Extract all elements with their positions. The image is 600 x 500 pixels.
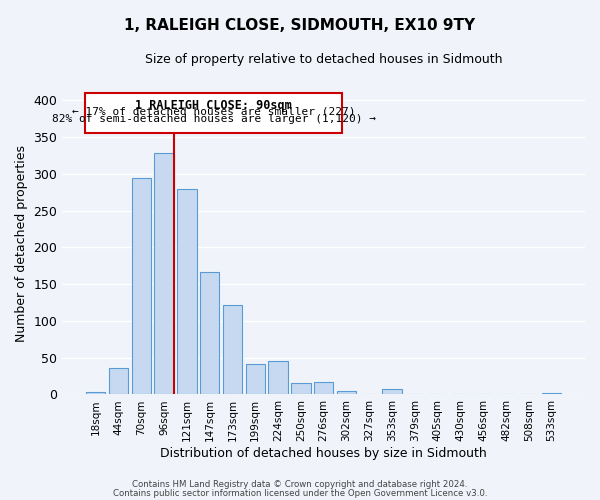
Bar [542, 393, 561, 394]
Bar [382, 390, 402, 394]
Text: 82% of semi-detached houses are larger (1,120) →: 82% of semi-detached houses are larger (… [52, 114, 376, 124]
Bar [268, 362, 288, 394]
Bar [86, 392, 106, 394]
Bar [314, 382, 334, 394]
Bar [200, 272, 220, 394]
Bar [223, 305, 242, 394]
Title: Size of property relative to detached houses in Sidmouth: Size of property relative to detached ho… [145, 52, 502, 66]
Text: Contains public sector information licensed under the Open Government Licence v3: Contains public sector information licen… [113, 488, 487, 498]
Bar [291, 382, 311, 394]
X-axis label: Distribution of detached houses by size in Sidmouth: Distribution of detached houses by size … [160, 447, 487, 460]
Text: 1, RALEIGH CLOSE, SIDMOUTH, EX10 9TY: 1, RALEIGH CLOSE, SIDMOUTH, EX10 9TY [124, 18, 476, 32]
Text: Contains HM Land Registry data © Crown copyright and database right 2024.: Contains HM Land Registry data © Crown c… [132, 480, 468, 489]
Bar [177, 188, 197, 394]
Text: ← 17% of detached houses are smaller (227): ← 17% of detached houses are smaller (22… [72, 106, 355, 117]
Bar [109, 368, 128, 394]
Text: 1 RALEIGH CLOSE: 90sqm: 1 RALEIGH CLOSE: 90sqm [136, 99, 292, 112]
Y-axis label: Number of detached properties: Number of detached properties [15, 146, 28, 342]
Bar [245, 364, 265, 394]
Bar [154, 154, 174, 394]
FancyBboxPatch shape [85, 93, 342, 134]
Bar [337, 391, 356, 394]
Bar [131, 178, 151, 394]
